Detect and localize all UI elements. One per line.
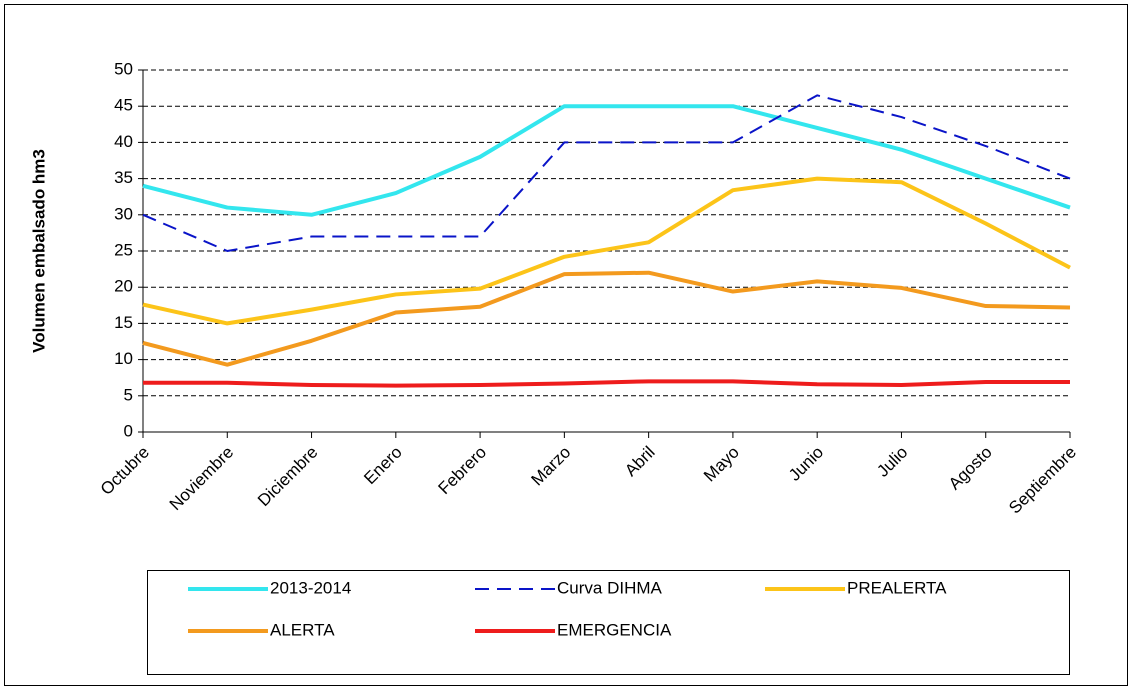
x-tick-label: Febrero <box>435 443 491 499</box>
series-line <box>142 104 1071 217</box>
series-line <box>142 94 1071 252</box>
series-line <box>142 176 1071 326</box>
x-tick-label: Junio <box>785 443 827 485</box>
x-tick-label: Marzo <box>528 443 575 490</box>
x-tick-label: Noviembre <box>166 443 238 515</box>
y-tick-label: 30 <box>114 204 133 223</box>
legend-box <box>147 570 1070 675</box>
legend-label: EMERGENCIA <box>557 620 672 639</box>
x-tick-label: Enero <box>360 443 406 489</box>
y-tick-label: 5 <box>124 385 133 404</box>
series-line <box>143 379 1070 388</box>
y-tick-label: 20 <box>114 277 133 296</box>
x-tick-label: Mayo <box>700 443 743 486</box>
y-tick-label: 45 <box>114 96 133 115</box>
y-tick-label: 15 <box>114 313 133 332</box>
y-tick-label: 10 <box>114 349 133 368</box>
y-tick-label: 25 <box>114 240 133 259</box>
legend-label: Curva DIHMA <box>557 578 663 597</box>
legend-label: 2013-2014 <box>270 578 351 597</box>
y-tick-label: 0 <box>124 421 133 440</box>
y-tick-label: 50 <box>114 59 133 78</box>
legend-label: ALERTA <box>270 620 335 639</box>
legend-label: PREALERTA <box>847 578 947 597</box>
x-tick-label: Octubre <box>97 443 153 499</box>
series-line <box>142 270 1071 367</box>
chart-border <box>4 4 1128 686</box>
y-tick-label: 40 <box>114 132 133 151</box>
y-tick-label: 35 <box>114 168 133 187</box>
x-tick-label: Abril <box>621 443 658 480</box>
x-tick-label: Diciembre <box>254 443 322 511</box>
x-tick-label: Agosto <box>945 443 996 494</box>
x-tick-label: Septiembre <box>1005 443 1080 518</box>
x-tick-label: Julio <box>873 443 911 481</box>
y-axis-label: Volumen embalsado hm3 <box>29 149 48 353</box>
